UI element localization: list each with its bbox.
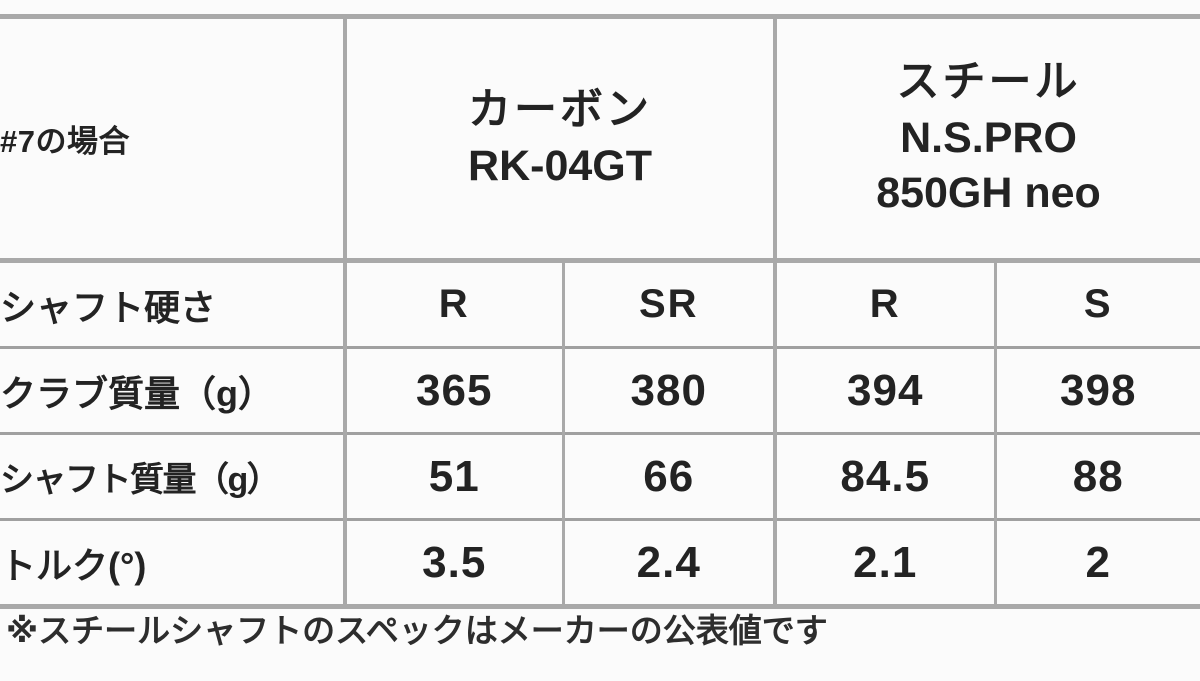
group-header-carbon: カーボン RK-04GT [343, 14, 775, 261]
cell-shaft-stiffness-carbon-sr: SR [561, 258, 775, 348]
group-header-steel-line-2: N.S.PRO [900, 113, 1077, 162]
corner-label: #7の場合 [0, 14, 345, 261]
cell-shaft-weight-carbon-r: 51 [343, 432, 563, 520]
group-header-steel: スチール N.S.PRO 850GH neo [772, 14, 1200, 261]
table-footnote: ※スチールシャフトのスペックはメーカーの公表値です [6, 612, 828, 649]
cell-club-weight-steel-s: 398 [993, 346, 1200, 434]
group-header-carbon-line-1: カーボン [468, 85, 652, 134]
cell-torque-carbon-sr: 2.4 [561, 518, 775, 609]
table-row: シャフト硬さ R SR R S [0, 258, 1200, 348]
cell-shaft-weight-steel-s: 88 [993, 432, 1200, 520]
row-label-torque: トルク(°) [0, 518, 345, 609]
cell-torque-steel-r: 2.1 [773, 518, 995, 609]
club-spec-table: #7の場合 カーボン RK-04GT スチール N.S.PRO 850GH ne… [0, 14, 1200, 609]
table-row: シャフト質量（g） 51 66 84.5 88 [0, 432, 1200, 520]
row-label-shaft-weight: シャフト質量（g） [0, 432, 345, 520]
row-label-club-weight: クラブ質量（g） [0, 346, 345, 434]
group-header-steel-line-3: 850GH neo [876, 169, 1101, 218]
cell-torque-carbon-r: 3.5 [343, 518, 563, 609]
group-header-steel-line-1: スチール [896, 57, 1081, 106]
cell-club-weight-carbon-r: 365 [343, 346, 563, 434]
group-header-carbon-line-2: RK-04GT [468, 141, 652, 190]
table-row: クラブ質量（g） 365 380 394 398 [0, 346, 1200, 434]
cell-shaft-stiffness-steel-s: S [993, 258, 1200, 348]
cell-torque-steel-s: 2 [993, 518, 1200, 609]
table-header-row: #7の場合 カーボン RK-04GT スチール N.S.PRO 850GH ne… [0, 14, 1200, 261]
cell-shaft-weight-carbon-sr: 66 [561, 432, 775, 520]
cell-shaft-stiffness-steel-r: R [773, 258, 995, 348]
row-label-shaft-stiffness: シャフト硬さ [0, 258, 345, 348]
cell-shaft-stiffness-carbon-r: R [343, 258, 563, 348]
table-row: トルク(°) 3.5 2.4 2.1 2 [0, 518, 1200, 609]
cell-shaft-weight-steel-r: 84.5 [773, 432, 995, 520]
cell-club-weight-steel-r: 394 [773, 346, 995, 434]
cell-club-weight-carbon-sr: 380 [561, 346, 775, 434]
